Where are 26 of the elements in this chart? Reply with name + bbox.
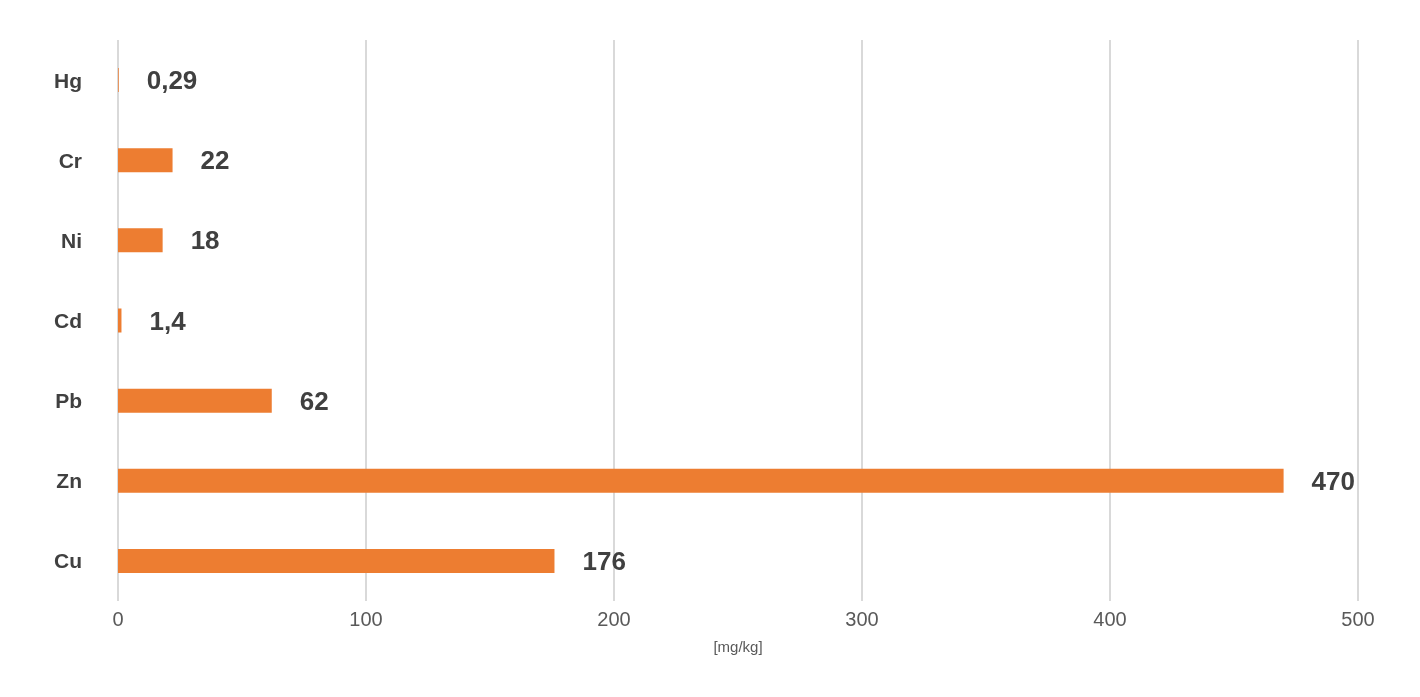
data-label: 176 bbox=[582, 545, 626, 576]
data-label: 18 bbox=[190, 225, 220, 256]
x-axis-title: [mg/kg] bbox=[713, 638, 763, 655]
bar bbox=[118, 468, 1284, 493]
bar bbox=[118, 548, 555, 573]
x-tick-label: 500 bbox=[1341, 608, 1375, 630]
x-tick-label: 100 bbox=[349, 608, 383, 630]
data-label: 0,29 bbox=[146, 65, 198, 96]
bar bbox=[118, 388, 272, 413]
y-tick-label: Zn bbox=[56, 469, 82, 493]
bar bbox=[118, 228, 163, 253]
y-tick-label: Hg bbox=[54, 68, 82, 92]
x-tick-label: 0 bbox=[112, 608, 124, 630]
y-tick-label: Ni bbox=[61, 228, 82, 252]
y-tick-label: Cd bbox=[54, 309, 82, 332]
data-label: 470 bbox=[1311, 465, 1355, 496]
y-tick-label: Pb bbox=[55, 389, 82, 413]
y-tick-label: Cr bbox=[58, 148, 82, 172]
data-label: 62 bbox=[299, 385, 329, 416]
x-tick-label: 200 bbox=[597, 608, 631, 630]
y-tick-label: Cu bbox=[54, 549, 82, 573]
bar bbox=[118, 148, 173, 173]
x-tick-label: 300 bbox=[845, 608, 879, 630]
data-label: 22 bbox=[200, 145, 230, 176]
x-tick-label: 400 bbox=[1093, 608, 1127, 630]
data-label: 1,4 bbox=[149, 305, 187, 336]
